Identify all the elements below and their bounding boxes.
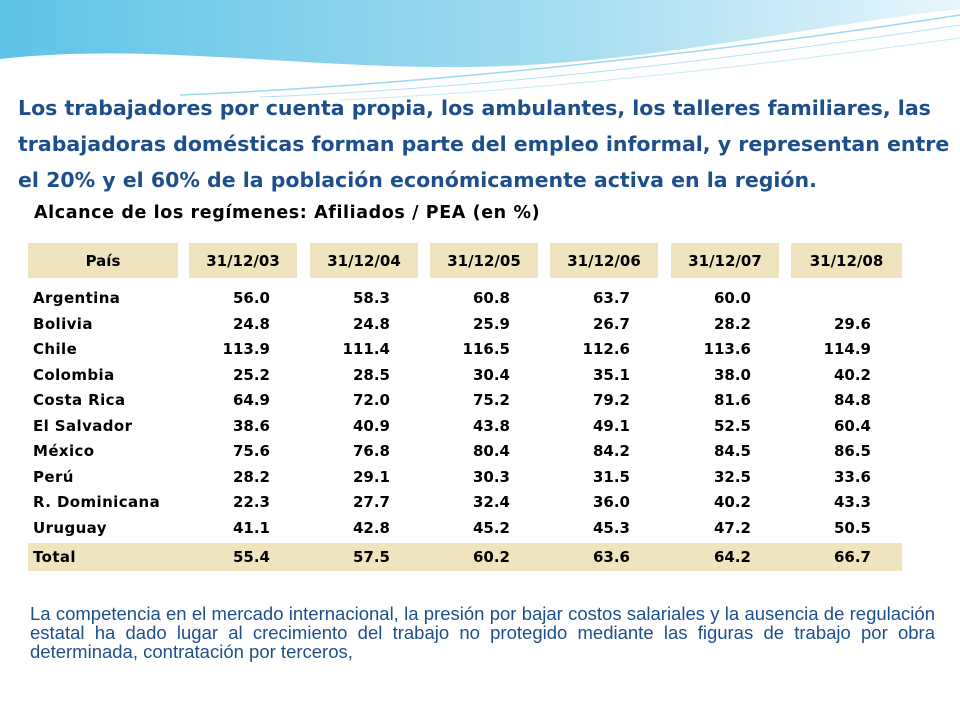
cell-value: 43.3 xyxy=(833,493,871,511)
total-value: 60.2 xyxy=(472,548,510,566)
cell-value: 60.8 xyxy=(472,289,510,307)
table-row: El Salvador 38.6 40.9 43.8 49.1 52.5 60.4 xyxy=(28,414,908,439)
country-name: Bolivia xyxy=(33,314,93,333)
cell-value: 86.5 xyxy=(833,442,871,460)
country-name: Uruguay xyxy=(33,518,107,537)
country-name: Chile xyxy=(33,340,78,358)
total-value: 55.4 xyxy=(232,548,270,566)
cell-value: 27.7 xyxy=(352,493,390,511)
cell-value: 84.5 xyxy=(713,442,751,460)
header-col-3: 31/12/05 xyxy=(430,243,538,278)
country-name: México xyxy=(33,442,95,460)
cell-value: 116.5 xyxy=(462,340,510,358)
cell-value: 76.8 xyxy=(352,442,390,460)
cell-value: 113.9 xyxy=(222,340,270,358)
cell-value: 79.2 xyxy=(592,391,630,409)
cell-value: 30.4 xyxy=(472,365,510,384)
table-row: Colombia 25.2 28.5 30.4 35.1 38.0 40.2 xyxy=(28,363,908,388)
cell-value: 58.3 xyxy=(352,289,390,307)
cell-value: 32.5 xyxy=(713,467,751,486)
cell-value: 113.6 xyxy=(703,340,751,358)
cell-value: 38.6 xyxy=(232,416,270,435)
cell-value: 30.3 xyxy=(472,467,510,486)
cell-value: 22.3 xyxy=(232,493,270,511)
country-name: Colombia xyxy=(33,365,115,384)
country-name: El Salvador xyxy=(33,416,133,435)
table-title: Alcance de los regímenes: Afiliados / PE… xyxy=(34,203,541,223)
total-row-background xyxy=(28,543,902,571)
cell-value: 40.2 xyxy=(713,493,751,511)
cell-value: 56.0 xyxy=(232,289,270,307)
cell-value: 28.5 xyxy=(352,365,390,384)
header-col-4: 31/12/06 xyxy=(550,243,658,278)
table-row: Bolivia 24.8 24.8 25.9 26.7 28.2 29.6 xyxy=(28,312,908,337)
cell-value: 25.2 xyxy=(232,365,270,384)
cell-value: 31.5 xyxy=(592,467,630,486)
cell-value: 63.7 xyxy=(592,289,630,307)
table-row: Costa Rica 64.9 72.0 75.2 79.2 81.6 84.8 xyxy=(28,388,908,413)
table-row: Argentina 56.0 58.3 60.8 63.7 60.0 xyxy=(28,286,908,311)
total-label: Total xyxy=(33,548,76,566)
table-row: México 75.6 76.8 80.4 84.2 84.5 86.5 xyxy=(28,439,908,464)
cell-value: 41.1 xyxy=(232,518,270,537)
table-row: Chile 113.9 111.4 116.5 112.6 113.6 114.9 xyxy=(28,337,908,362)
cell-value: 29.1 xyxy=(352,467,390,486)
cell-value: 36.0 xyxy=(592,493,630,511)
cell-value: 28.2 xyxy=(232,467,270,486)
cell-value: 60.4 xyxy=(833,416,871,435)
cell-value: 28.2 xyxy=(713,314,751,333)
cell-value: 43.8 xyxy=(472,416,510,435)
cell-value: 29.6 xyxy=(833,314,871,333)
cell-value: 60.0 xyxy=(713,289,751,307)
cell-value: 33.6 xyxy=(833,467,871,486)
cell-value: 114.9 xyxy=(823,340,871,358)
body-paragraph: La competencia en el mercado internacion… xyxy=(30,603,935,662)
table-row: R. Dominicana 22.3 27.7 32.4 36.0 40.2 43.3 xyxy=(28,490,908,515)
cell-value: 84.8 xyxy=(833,391,871,409)
total-value: 64.2 xyxy=(713,548,751,566)
cell-value: 26.7 xyxy=(592,314,630,333)
table-row: Perú 28.2 29.1 30.3 31.5 32.5 33.6 xyxy=(28,465,908,490)
header-col-6: 31/12/08 xyxy=(791,243,902,278)
cell-value: 32.4 xyxy=(472,493,510,511)
cell-value: 52.5 xyxy=(713,416,751,435)
cell-value: 81.6 xyxy=(713,391,751,409)
header-col-2: 31/12/04 xyxy=(310,243,418,278)
country-name: Perú xyxy=(33,467,74,486)
cell-value: 25.9 xyxy=(472,314,510,333)
total-row: Total 55.4 57.5 60.2 63.6 64.2 66.7 xyxy=(28,545,908,570)
header-col-1: 31/12/03 xyxy=(189,243,297,278)
total-value: 66.7 xyxy=(833,548,871,566)
cell-value: 40.9 xyxy=(352,416,390,435)
slide-heading: Los trabajadores por cuenta propia, los … xyxy=(18,96,950,192)
cell-value: 42.8 xyxy=(352,518,390,537)
cell-value: 75.6 xyxy=(232,442,270,460)
table-row: Uruguay 41.1 42.8 45.2 45.3 47.2 50.5 xyxy=(28,516,908,541)
cell-value: 72.0 xyxy=(352,391,390,409)
cell-value: 64.9 xyxy=(232,391,270,409)
header-country: País xyxy=(28,243,178,278)
cell-value: 111.4 xyxy=(342,340,390,358)
cell-value: 50.5 xyxy=(833,518,871,537)
cell-value: 35.1 xyxy=(592,365,630,384)
cell-value: 47.2 xyxy=(713,518,751,537)
decorative-header-waves xyxy=(0,0,960,101)
cell-value: 45.3 xyxy=(592,518,630,537)
total-value: 57.5 xyxy=(352,548,390,566)
cell-value: 24.8 xyxy=(352,314,390,333)
cell-value: 75.2 xyxy=(472,391,510,409)
country-name: Argentina xyxy=(33,289,121,307)
country-name: Costa Rica xyxy=(33,391,126,409)
cell-value: 40.2 xyxy=(833,365,871,384)
cell-value: 45.2 xyxy=(472,518,510,537)
cell-value: 24.8 xyxy=(232,314,270,333)
country-name: R. Dominicana xyxy=(33,493,161,511)
cell-value: 80.4 xyxy=(472,442,510,460)
cell-value: 84.2 xyxy=(592,442,630,460)
cell-value: 38.0 xyxy=(713,365,751,384)
header-col-5: 31/12/07 xyxy=(671,243,779,278)
cell-value: 49.1 xyxy=(592,416,630,435)
cell-value: 112.6 xyxy=(582,340,630,358)
total-value: 63.6 xyxy=(592,548,630,566)
